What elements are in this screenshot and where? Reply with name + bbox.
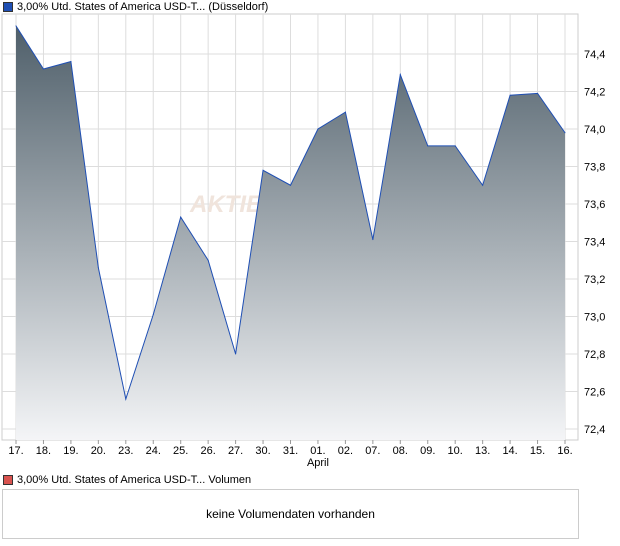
data-point	[125, 398, 127, 400]
x-tick-label: 01.	[310, 445, 325, 457]
data-point	[97, 267, 99, 269]
data-point	[152, 314, 154, 316]
watermark: AKTIE	[189, 191, 263, 218]
x-tick-label: 27.	[228, 445, 243, 457]
data-point	[482, 184, 484, 186]
data-point	[207, 259, 209, 261]
data-point	[399, 74, 401, 76]
x-tick-label: 14.	[502, 445, 517, 457]
x-tick-label: 15.	[530, 445, 545, 457]
x-tick-label: 20.	[91, 445, 106, 457]
legend-swatch	[3, 475, 13, 485]
x-tick-label: 09.	[420, 445, 435, 457]
y-tick-label: 73,4	[584, 237, 605, 249]
volume-panel: keine Volumendaten vorhanden	[2, 489, 579, 539]
y-tick-label: 72,4	[584, 424, 605, 436]
x-tick-label: 17.	[8, 445, 23, 457]
x-tick-label: 10.	[448, 445, 463, 457]
y-tick-label: 72,8	[584, 349, 605, 361]
y-tick-label: 74,2	[584, 87, 605, 99]
data-point	[235, 353, 237, 355]
data-point	[180, 216, 182, 218]
volume-legend: 3,00% Utd. States of America USD-T... Vo…	[3, 474, 251, 486]
x-tick-label: 16.	[557, 445, 572, 457]
data-point	[427, 145, 429, 147]
data-point	[290, 184, 291, 186]
x-tick-label: 31.	[283, 445, 298, 457]
x-tick-label: 23.	[118, 445, 133, 457]
x-tick-label: 25.	[173, 445, 188, 457]
data-point	[15, 25, 17, 27]
x-tick-label: 30.	[255, 445, 270, 457]
y-tick-label: 74,4	[584, 49, 605, 61]
data-point	[509, 94, 511, 96]
area-fill	[16, 25, 565, 440]
data-point	[42, 68, 44, 70]
x-tick-label: 19.	[63, 445, 78, 457]
y-tick-label: 73,8	[584, 162, 605, 174]
x-tick-label: 02.	[338, 445, 353, 457]
data-point	[70, 61, 72, 62]
data-point	[317, 128, 319, 130]
price-title: 3,00% Utd. States of America USD-T... (D…	[17, 1, 269, 13]
x-tick-label: 26.	[201, 445, 216, 457]
month-label: April	[307, 457, 329, 469]
data-point	[564, 132, 566, 134]
y-tick-label: 73,6	[584, 199, 605, 211]
price-chart: 72,4 72,6 72,8 73,0 73,2 73,4 73,6 73,8 74,0 74,2…	[1, 13, 605, 469]
y-tick-label: 73,0	[584, 312, 605, 324]
x-tick-label: 07.	[365, 445, 380, 457]
y-tick-label: 73,2	[584, 274, 605, 286]
x-tick-label: 13.	[475, 445, 490, 457]
x-tick-label: 18.	[36, 445, 51, 457]
x-tick-label: 24.	[146, 445, 161, 457]
legend-swatch	[3, 2, 13, 12]
y-tick-label: 72,6	[584, 387, 605, 399]
data-point	[344, 111, 346, 113]
y-tick-label: 74,0	[584, 124, 605, 136]
data-point	[454, 145, 456, 147]
data-point	[537, 92, 539, 94]
price-legend: 3,00% Utd. States of America USD-T... (D…	[3, 1, 268, 13]
data-point	[372, 239, 374, 241]
volume-title: 3,00% Utd. States of America USD-T... Vo…	[17, 474, 252, 486]
volume-message: keine Volumendaten vorhanden	[206, 507, 375, 521]
data-point	[262, 169, 264, 171]
x-tick-label: 08.	[393, 445, 408, 457]
